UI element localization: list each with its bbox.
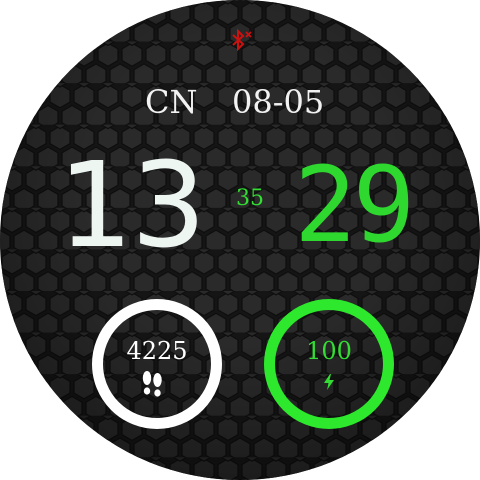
date-row: CN 08-05 — [0, 80, 480, 124]
date-value: 08-05 — [232, 83, 325, 121]
steps-ring — [92, 299, 222, 429]
footsteps-icon — [142, 371, 162, 397]
time-seconds: 35 — [236, 186, 264, 211]
time-hours: 13 — [58, 136, 206, 274]
steps-count: 4225 — [126, 337, 188, 365]
charging-bolt-icon — [324, 374, 334, 390]
time-minutes: 29 — [294, 144, 415, 266]
bluetooth-disconnected-icon — [232, 28, 252, 52]
date-language: CN — [145, 83, 198, 121]
battery-ring — [264, 299, 394, 429]
battery-level: 100 — [306, 337, 352, 365]
